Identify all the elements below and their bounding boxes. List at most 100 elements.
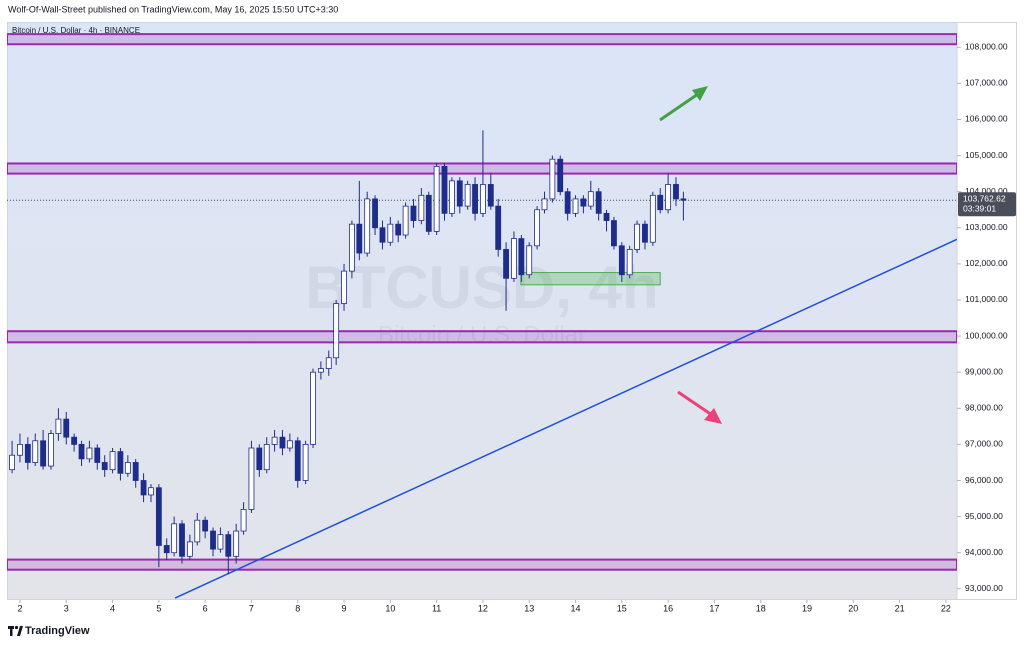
candle-body	[302, 443, 309, 481]
candle-body	[348, 223, 355, 272]
y-tick-label: 93,000.00	[965, 583, 1003, 593]
candle-body	[124, 462, 131, 474]
last-price-label: 103,762.62	[963, 194, 1006, 204]
logo-part	[17, 626, 23, 636]
candle-body	[464, 184, 471, 207]
x-tick-label: 4	[110, 603, 115, 613]
candle-body	[202, 519, 209, 532]
candle-body	[680, 198, 687, 201]
watermark-subtitle: Bitcoin / U.S. Dollar	[378, 321, 586, 348]
candle-body	[55, 418, 62, 434]
candle-body	[395, 223, 402, 236]
candle-body	[595, 191, 602, 214]
candle-body	[263, 443, 270, 471]
watermark: BTCUSD, 4h	[305, 254, 658, 321]
candle-body	[673, 184, 679, 200]
candle-body	[603, 212, 610, 221]
x-tick-label: 2	[17, 603, 22, 613]
down-arrow-head	[704, 408, 722, 424]
candle-body	[9, 454, 16, 471]
range-box	[520, 272, 661, 286]
trend-line	[174, 238, 957, 599]
zone	[7, 558, 957, 571]
y-tick-label: 94,000.00	[965, 547, 1003, 557]
candle-body	[140, 480, 147, 496]
candle-body	[634, 223, 641, 250]
x-tick-label: 12	[478, 603, 488, 613]
zone	[7, 33, 957, 46]
y-tick-label: 105,000.00	[965, 150, 1008, 160]
candle-body	[24, 443, 31, 463]
y-tick-label: 95,000.00	[965, 511, 1003, 521]
plot-layer	[7, 33, 957, 599]
candle-body	[372, 198, 378, 229]
candle-body	[148, 487, 154, 496]
candle-body	[657, 194, 664, 211]
candle-body	[186, 541, 193, 557]
candle-body	[310, 371, 316, 445]
candle-body	[101, 462, 108, 471]
candle-body	[210, 530, 216, 550]
candle-body	[433, 166, 440, 232]
candle-body	[341, 270, 347, 304]
candle-body	[32, 440, 39, 463]
candle-body	[511, 238, 517, 279]
candle-body	[163, 545, 170, 554]
candle-body	[248, 447, 255, 510]
y-tick-label: 97,000.00	[965, 439, 1003, 449]
y-tick-label: 103,000.00	[965, 222, 1008, 232]
candle-body	[541, 198, 548, 211]
x-tick-label: 3	[64, 603, 69, 613]
x-tick-label: 19	[802, 603, 812, 613]
candle-body	[132, 462, 139, 481]
x-tick-label: 10	[385, 603, 395, 613]
candle-body	[448, 180, 455, 214]
candle-body	[557, 158, 564, 193]
chart-frame	[7, 22, 1017, 600]
candle-body	[17, 443, 23, 456]
candle-body	[194, 519, 201, 543]
candle-body	[580, 198, 587, 207]
x-tick-label: 6	[203, 603, 208, 613]
candle-body	[78, 443, 85, 460]
footer-logo	[8, 625, 23, 636]
candle-body	[325, 357, 332, 369]
candle-body	[534, 209, 541, 247]
zone	[7, 330, 957, 344]
candle-body	[480, 184, 486, 214]
candle-body	[63, 418, 70, 438]
down-arrow-shaft	[677, 390, 713, 417]
candle-body	[109, 451, 116, 471]
candle-body	[155, 487, 162, 546]
candle-body	[271, 436, 278, 445]
logo-part	[14, 625, 19, 630]
candle-body	[618, 245, 625, 276]
zone	[7, 162, 957, 175]
candle-body	[225, 534, 232, 557]
y-tick-label: 100,000.00	[965, 330, 1008, 340]
candle-body	[294, 440, 301, 481]
x-tick-label: 13	[524, 603, 534, 613]
candle-body	[240, 508, 247, 532]
candle-body	[317, 368, 324, 373]
x-tick-label: 11	[432, 603, 441, 613]
candle-body	[171, 523, 178, 554]
candle-body	[233, 530, 240, 557]
candle-body	[179, 523, 185, 557]
x-tick-label: 16	[663, 603, 673, 613]
price-scale-background	[957, 22, 1017, 600]
up-arrow-head	[692, 86, 708, 101]
up-arrow	[659, 86, 708, 122]
candle-body	[410, 205, 417, 221]
candle-body	[86, 447, 93, 460]
candle-body	[564, 191, 571, 214]
x-tick-label: 7	[249, 603, 254, 613]
down-arrow	[677, 390, 722, 424]
candle-body	[402, 205, 409, 236]
candle-body	[71, 436, 78, 445]
x-tick-label: 14	[571, 603, 581, 613]
candle-body	[40, 440, 47, 467]
y-tick-label: 101,000.00	[965, 294, 1008, 304]
candle-body	[642, 223, 648, 243]
